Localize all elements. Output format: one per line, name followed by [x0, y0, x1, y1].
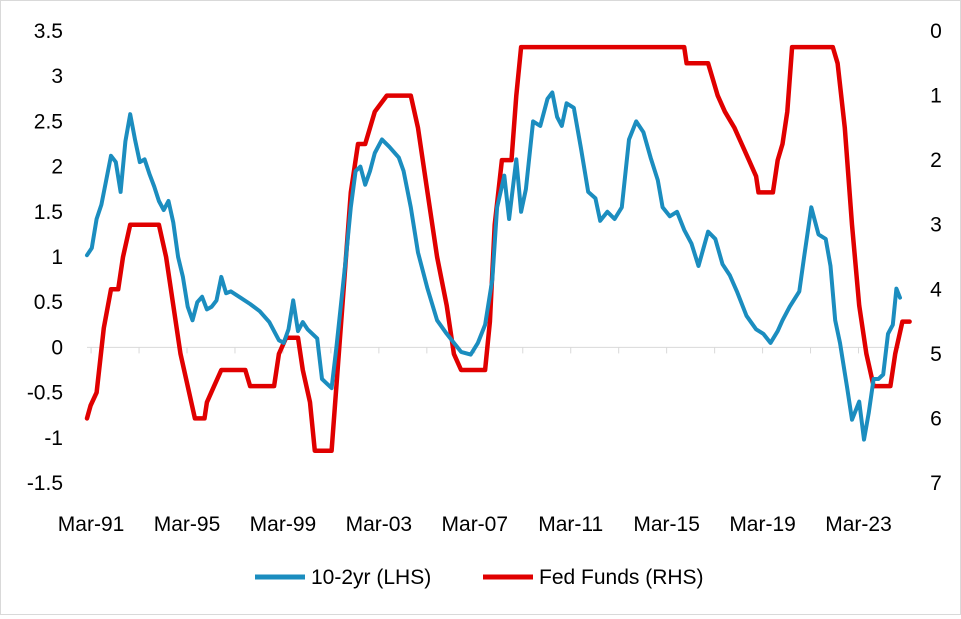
- x-tick-label: Mar-23: [825, 513, 892, 536]
- x-tick-label: Mar-95: [154, 513, 221, 536]
- left-tick-label: 1.5: [34, 201, 63, 224]
- left-tick-label: 2.5: [34, 110, 63, 133]
- right-tick-label: 4: [930, 278, 942, 301]
- left-tick-label: 1: [51, 246, 63, 269]
- x-tick-label: Mar-11: [538, 513, 603, 536]
- right-tick-label: 0: [930, 20, 942, 43]
- legend-label-fed-funds: Fed Funds (RHS): [539, 566, 704, 589]
- x-tick-label: Mar-07: [442, 513, 509, 536]
- x-tick-label: Mar-99: [250, 513, 317, 536]
- series-line-fed-funds: [84, 44, 912, 453]
- left-tick-label: -1.5: [27, 472, 63, 495]
- x-tick-label: Mar-15: [633, 513, 700, 536]
- left-tick-label: 2: [51, 156, 63, 179]
- right-tick-label: 5: [930, 343, 942, 366]
- left-tick-label: -1: [44, 427, 63, 450]
- x-tick-label: Mar-91: [58, 513, 125, 536]
- left-tick-label: 3.5: [34, 20, 63, 43]
- right-tick-label: 6: [930, 407, 942, 430]
- left-axis: 3.5 3 2.5 2 1.5 1 0.5 0 -0.5 -1 -1.5: [27, 20, 63, 495]
- x-axis: Mar-91 Mar-95 Mar-99 Mar-03 Mar-07 Mar-11 Mar-…: [58, 347, 892, 536]
- right-tick-label: 2: [930, 149, 942, 172]
- right-tick-label: 7: [930, 472, 942, 495]
- left-tick-label: 0.5: [34, 291, 63, 314]
- left-tick-label: 0: [51, 336, 63, 359]
- series-layer: [84, 44, 912, 453]
- right-tick-label: 1: [930, 85, 942, 108]
- left-tick-label: 3: [51, 65, 63, 88]
- legend: 10-2yr (LHS) Fed Funds (RHS): [255, 566, 704, 589]
- series-line-10-2yr: [85, 90, 902, 442]
- left-tick-label: -0.5: [27, 382, 63, 405]
- right-tick-label: 3: [930, 214, 942, 237]
- x-tick-label: Mar-03: [346, 513, 413, 536]
- legend-label-10-2yr: 10-2yr (LHS): [311, 566, 431, 589]
- x-tick-label: Mar-19: [729, 513, 796, 536]
- right-axis: 0 1 2 3 4 5 6 7: [930, 20, 942, 495]
